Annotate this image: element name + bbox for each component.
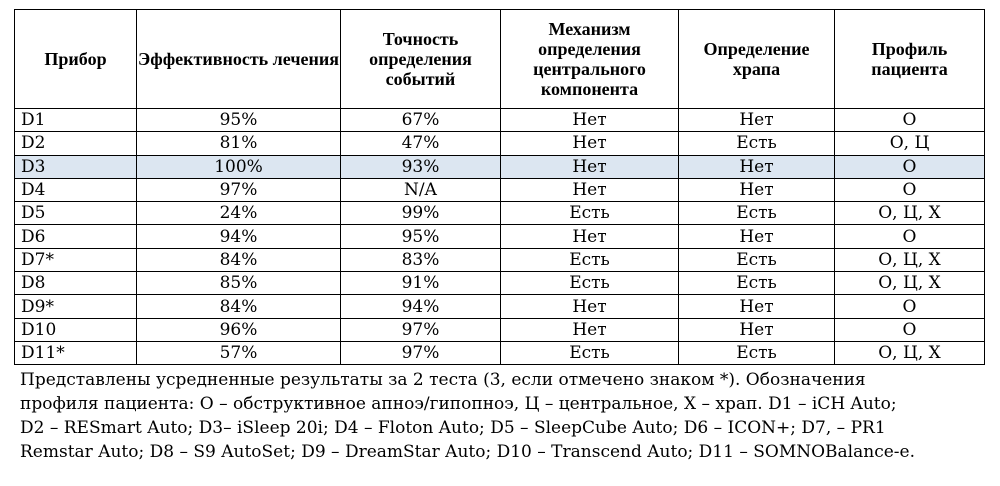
central-mechanism-cell: Нет [500, 177, 679, 203]
table-row: D4 97% N/A Нет Нет О [14, 177, 985, 203]
header-effectiveness: Эффективность лечения [136, 9, 341, 109]
profile-cell: О [834, 154, 985, 179]
snoring-cell: Есть [678, 271, 835, 296]
central-mechanism-cell: Есть [500, 247, 679, 273]
central-mechanism-cell: Есть [500, 340, 679, 366]
effectiveness-cell: 24% [136, 201, 341, 226]
effectiveness-cell: 100% [136, 154, 341, 179]
footnote-line: D2 – RESmart Auto; D3– iSleep 20i; D4 – … [20, 418, 886, 439]
header-snoring: Определение храпа [678, 9, 835, 109]
profile-cell: О, Ц, Х [834, 247, 985, 273]
table-row: D9* 84% 94% Нет Нет О [14, 294, 985, 319]
central-mechanism-cell: Нет [500, 317, 679, 342]
central-mechanism-cell: Нет [500, 154, 679, 179]
accuracy-cell: 47% [340, 131, 501, 156]
effectiveness-cell: 84% [136, 294, 341, 319]
table-row-highlighted: D3 100% 93% Нет Нет О [14, 154, 985, 179]
device-cell: D5 [14, 201, 137, 226]
effectiveness-cell: 94% [136, 224, 341, 249]
central-mechanism-cell: Нет [500, 131, 679, 156]
profile-cell: О, Ц [834, 131, 985, 156]
snoring-cell: Нет [678, 154, 835, 179]
device-cell: D3 [14, 154, 137, 179]
profile-cell: О [834, 224, 985, 249]
device-cell: D8 [14, 271, 137, 296]
effectiveness-cell: 96% [136, 317, 341, 342]
header-device: Прибор [14, 9, 137, 109]
table-footnote: Представлены усредненные результаты за 2… [14, 368, 984, 464]
profile-cell: О [834, 177, 985, 203]
table-row: D8 85% 91% Есть Есть О, Ц, Х [14, 271, 985, 296]
snoring-cell: Нет [678, 294, 835, 319]
profile-cell: О [834, 317, 985, 342]
accuracy-cell: 95% [340, 224, 501, 249]
snoring-cell: Нет [678, 317, 835, 342]
accuracy-cell: 97% [340, 317, 501, 342]
central-mechanism-cell: Есть [500, 201, 679, 226]
profile-cell: О, Ц, Х [834, 271, 985, 296]
accuracy-cell: 93% [340, 154, 501, 179]
accuracy-cell: 97% [340, 340, 501, 366]
accuracy-cell: 94% [340, 294, 501, 319]
snoring-cell: Есть [678, 131, 835, 156]
table-row: D10 96% 97% Нет Нет О [14, 317, 985, 342]
snoring-cell: Нет [678, 107, 835, 133]
device-cell: D11* [14, 340, 137, 366]
device-cell: D9* [14, 294, 137, 319]
profile-cell: О, Ц, Х [834, 340, 985, 366]
footnote-line: Remstar Auto; D8 – S9 AutoSet; D9 – Drea… [20, 442, 915, 463]
central-mechanism-cell: Нет [500, 107, 679, 133]
device-cell: D10 [14, 317, 137, 342]
central-mechanism-cell: Нет [500, 224, 679, 249]
device-cell: D4 [14, 177, 137, 203]
effectiveness-cell: 97% [136, 177, 341, 203]
snoring-cell: Нет [678, 224, 835, 249]
accuracy-cell: N/A [340, 177, 501, 203]
snoring-cell: Нет [678, 177, 835, 203]
snoring-cell: Есть [678, 340, 835, 366]
header-row: Прибор Эффективность лечения Точность оп… [14, 9, 985, 109]
accuracy-cell: 67% [340, 107, 501, 133]
device-cell: D1 [14, 107, 137, 133]
effectiveness-cell: 95% [136, 107, 341, 133]
profile-cell: О [834, 107, 985, 133]
document: Прибор Эффективность лечения Точность оп… [14, 9, 986, 464]
device-cell: D2 [14, 131, 137, 156]
effectiveness-cell: 84% [136, 247, 341, 273]
device-cell: D7* [14, 247, 137, 273]
table-row: D7* 84% 83% Есть Есть О, Ц, Х [14, 247, 985, 273]
header-central-mechanism: Механизм определения центрального компон… [500, 9, 679, 109]
snoring-cell: Есть [678, 247, 835, 273]
effectiveness-cell: 85% [136, 271, 341, 296]
central-mechanism-cell: Есть [500, 271, 679, 296]
accuracy-cell: 91% [340, 271, 501, 296]
effectiveness-cell: 57% [136, 340, 341, 366]
device-cell: D6 [14, 224, 137, 249]
table-row: D1 95% 67% Нет Нет О [14, 107, 985, 133]
table-row: D11* 57% 97% Есть Есть О, Ц, Х [14, 340, 985, 366]
table-row: D2 81% 47% Нет Есть О, Ц [14, 131, 985, 156]
header-patient-profile: Профиль пациента [834, 9, 985, 109]
profile-cell: О, Ц, Х [834, 201, 985, 226]
central-mechanism-cell: Нет [500, 294, 679, 319]
header-accuracy: Точность определения событий [340, 9, 501, 109]
effectiveness-cell: 81% [136, 131, 341, 156]
snoring-cell: Есть [678, 201, 835, 226]
comparison-table: Прибор Эффективность лечения Точность оп… [14, 9, 985, 366]
footnote-line: профиля пациента: О – обструктивное апно… [20, 394, 897, 415]
accuracy-cell: 99% [340, 201, 501, 226]
profile-cell: О [834, 294, 985, 319]
accuracy-cell: 83% [340, 247, 501, 273]
table-row: D6 94% 95% Нет Нет О [14, 224, 985, 249]
footnote-line: Представлены усредненные результаты за 2… [20, 370, 866, 391]
table-row: D5 24% 99% Есть Есть О, Ц, Х [14, 201, 985, 226]
